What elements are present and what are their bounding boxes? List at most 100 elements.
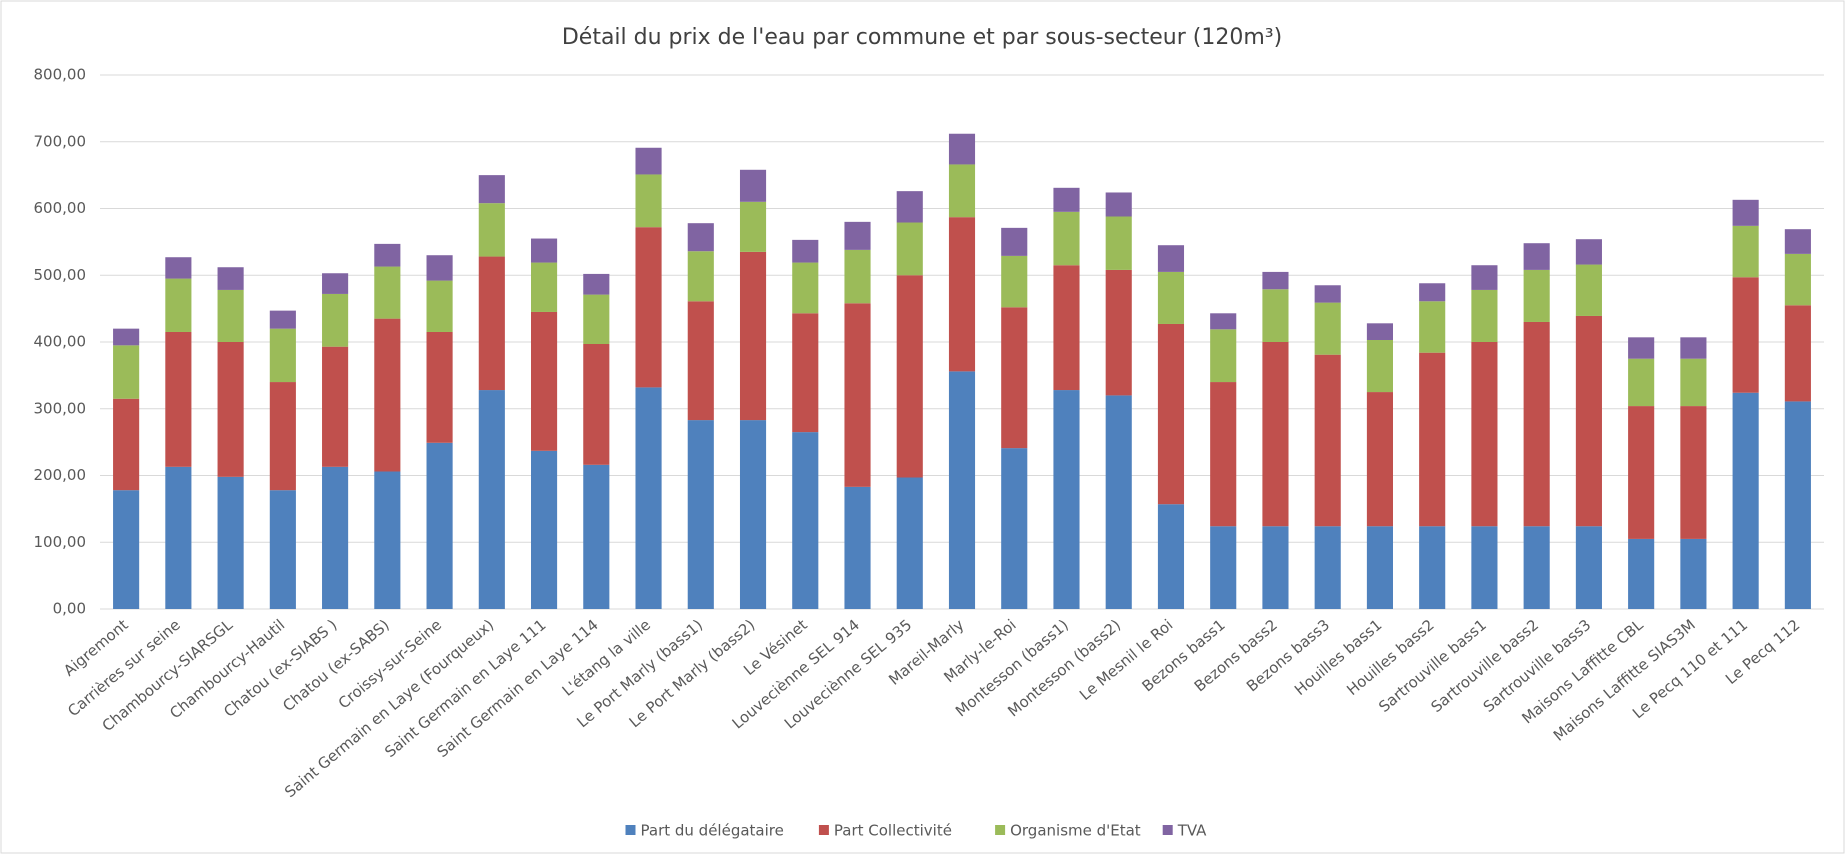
bar-segment [426, 255, 453, 281]
bar-segment [1784, 253, 1811, 306]
bar-segment [948, 164, 976, 218]
bar-segment [1523, 269, 1550, 322]
bar-segment [896, 275, 923, 478]
bar-segment [1105, 192, 1132, 217]
bar-segment [374, 243, 401, 267]
bar-segment [165, 278, 192, 332]
bar-segment [217, 342, 244, 477]
bar-segment [844, 249, 871, 304]
bar-segment [1471, 342, 1498, 527]
bar-segment [531, 262, 558, 312]
bar-segment [1628, 358, 1655, 407]
bar-segment [531, 311, 558, 451]
y-tick-label: 100,00 [34, 533, 87, 551]
legend-swatch [1162, 825, 1173, 835]
bar-segment [269, 490, 296, 609]
bar-segment [165, 331, 192, 467]
bar-segment [1366, 392, 1393, 527]
bar-segment [844, 486, 871, 609]
bar-segment [1732, 199, 1759, 226]
bar-segment [635, 147, 662, 175]
bar-segment [269, 328, 296, 383]
bar-segment [1419, 283, 1446, 302]
bar-segment [792, 313, 819, 433]
bar-segment [1001, 307, 1028, 449]
bar-segment [1523, 243, 1550, 270]
bar-segment [1001, 255, 1028, 308]
bar-segment [1471, 526, 1498, 609]
bar-segment [1262, 289, 1289, 342]
bar-segment [426, 331, 453, 443]
y-tick-label: 600,00 [34, 199, 87, 217]
y-tick-label: 500,00 [34, 266, 87, 284]
bar-segment [635, 387, 662, 609]
bar-segment [1784, 229, 1811, 254]
bar-segment [1001, 448, 1028, 609]
bar-segment [113, 345, 140, 399]
bar-segment [1366, 339, 1393, 393]
bar-segment [1105, 269, 1132, 396]
bar-segment [583, 273, 610, 295]
bar-segment [687, 420, 714, 609]
bar-segment [948, 133, 976, 165]
bar-segment [374, 318, 401, 472]
bar-segment [896, 191, 923, 223]
bar-segment [1157, 271, 1185, 324]
bar-segment [1157, 245, 1185, 272]
bar-segment [269, 310, 296, 329]
bar-segment [844, 221, 871, 250]
legend-label: TVA [1177, 822, 1207, 840]
bar-segment [113, 398, 140, 491]
bar-segment [1419, 352, 1446, 527]
y-tick-label: 0,00 [53, 600, 86, 618]
bar-segment [531, 238, 558, 263]
bar-segment [1001, 227, 1028, 256]
bar-segment [844, 303, 871, 487]
bar-segment [1157, 504, 1185, 609]
bar-segment [1314, 302, 1341, 355]
bar-segment [1575, 526, 1602, 609]
bar-segment [583, 294, 610, 345]
bar-segment [478, 175, 505, 204]
bar-segment [426, 442, 453, 609]
y-tick-label: 700,00 [34, 132, 87, 150]
bar-segment [687, 301, 714, 421]
bar-segment [217, 289, 244, 342]
bar-segment [792, 239, 819, 263]
bar-segment [1628, 337, 1655, 359]
legend-swatch [995, 825, 1006, 835]
bar-segment [1575, 264, 1602, 316]
legend-swatch [818, 825, 829, 835]
bar-segment [1262, 342, 1289, 527]
bar-segment [426, 280, 453, 332]
bar-segment [739, 169, 767, 202]
bar-segment [1314, 285, 1341, 303]
bar-segment [687, 223, 714, 252]
bar-segment [1210, 382, 1237, 527]
bar-segment [1105, 395, 1132, 609]
legend-label: Part du délégataire [641, 822, 784, 840]
chart-title: Détail du prix de l'eau par commune et p… [562, 25, 1282, 50]
bar-segment [1784, 305, 1811, 402]
bar-segment [687, 251, 714, 302]
bar-segment [948, 371, 976, 609]
bar-segment [1732, 277, 1759, 393]
y-tick-label: 800,00 [34, 66, 87, 84]
bar-segment [1053, 390, 1080, 609]
bar-segment [739, 201, 767, 252]
bar-segment [1523, 526, 1550, 609]
bar-segment [1419, 526, 1446, 609]
bar-segment [1628, 538, 1655, 609]
bar-segment [1053, 211, 1080, 266]
bar-segment [531, 450, 558, 609]
bar-segment [1732, 225, 1759, 278]
bar-segment [1523, 321, 1550, 527]
bar-segment [322, 273, 349, 294]
bar-segment [739, 420, 767, 609]
bar-segment [165, 257, 192, 279]
y-tick-label: 300,00 [34, 399, 87, 417]
bar-segment [1680, 538, 1707, 609]
bar-segment [1314, 526, 1341, 609]
bar-segment [374, 266, 401, 319]
